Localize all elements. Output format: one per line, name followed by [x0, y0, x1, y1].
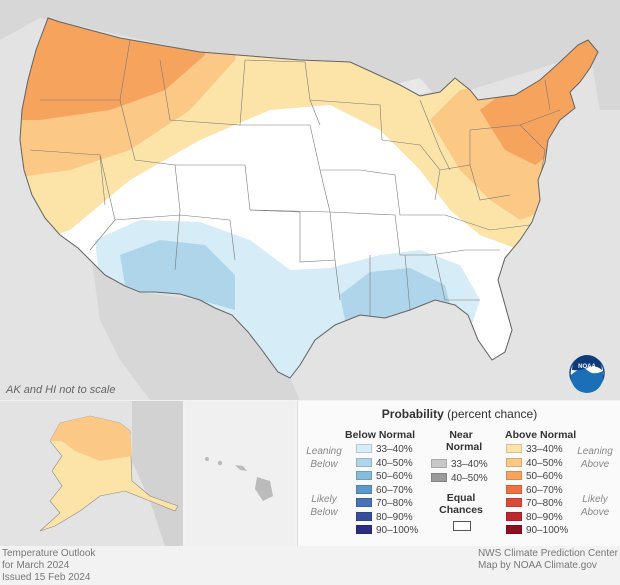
- above-swatch-label: 33–40%: [526, 444, 563, 455]
- below-swatch: [356, 511, 372, 521]
- credit-map: Map by NOAA Climate.gov: [477, 560, 597, 571]
- maui-island: [235, 465, 247, 471]
- near-swatch-label: 33–40%: [451, 459, 488, 470]
- above-normal-header: Above Normal: [505, 429, 577, 441]
- above-legend-row: 33–40%: [506, 444, 563, 456]
- hawaii-inset: [185, 401, 295, 546]
- below-legend-row: 50–60%: [356, 471, 413, 483]
- above-swatch: [506, 457, 522, 467]
- below-swatch: [356, 471, 372, 480]
- likely-above-line1: Likely: [582, 494, 608, 505]
- equal-chances-line1: Equal: [446, 492, 476, 504]
- below-swatch-label: 80–90%: [376, 511, 413, 523]
- likely-below-line1: Likely: [311, 494, 337, 505]
- near-header-line1: Near: [449, 429, 473, 441]
- above-swatch: [506, 444, 522, 453]
- oahu-island: [217, 460, 223, 466]
- near-normal-header: Near Normal: [446, 429, 483, 453]
- near-legend-row: 33–40%: [431, 459, 488, 471]
- noaa-logo-text: NOAA: [578, 364, 596, 370]
- equal-chances-line2: Chances: [439, 504, 483, 516]
- likely-below-label: Likely Below: [302, 493, 346, 519]
- canada-yukon: [132, 401, 183, 546]
- below-swatch-label: 40–50%: [376, 457, 413, 469]
- below-swatch-label: 70–80%: [376, 498, 413, 509]
- big-island: [255, 477, 273, 501]
- above-swatch-label: 90–100%: [526, 525, 569, 536]
- below-swatch: [356, 498, 372, 507]
- mexico-landmass: [92, 262, 300, 400]
- alaska-inset: [0, 401, 183, 546]
- below-swatch-label: 60–70%: [376, 484, 413, 496]
- conus-map-svg: NOAA: [0, 0, 620, 400]
- leaning-above-line2: Above: [580, 459, 610, 470]
- below-swatch-label: 90–100%: [376, 525, 419, 536]
- above-swatch-label: 70–80%: [526, 498, 563, 509]
- likely-below-line2: Below: [310, 507, 338, 518]
- legend-title-bold: Probability: [381, 407, 444, 421]
- leaning-above-label: Leaning Above: [573, 445, 617, 471]
- below-normal-header: Below Normal: [345, 429, 416, 441]
- leaning-below-line2: Below: [310, 459, 338, 470]
- hawaii-map-svg: [205, 457, 273, 501]
- below-swatch: [356, 457, 372, 467]
- above-swatch: [506, 511, 522, 521]
- outlook-period: for March 2024: [2, 560, 70, 571]
- state-borders: [29, 39, 561, 320]
- outlook-title: Temperature Outlook: [2, 548, 96, 559]
- credit-source: NWS Climate Prediction Center: [477, 548, 618, 559]
- above-swatch: [506, 498, 522, 507]
- above-legend-row: 40–50%: [506, 457, 563, 470]
- legend-title: Probability (percent chance): [298, 407, 620, 421]
- above-swatch-label: 60–70%: [526, 484, 563, 496]
- leaning-below-label: Leaning Below: [302, 445, 346, 471]
- below-swatch-label: 33–40%: [376, 444, 413, 455]
- above-legend-row: 60–70%: [506, 484, 563, 497]
- alaska-map-svg: [39, 401, 183, 546]
- above-legend-row: 80–90%: [506, 511, 563, 524]
- below-legend-row: 33–40%: [356, 444, 413, 456]
- below-swatch-label: 50–60%: [376, 471, 413, 482]
- above-swatch: [506, 471, 522, 480]
- above-swatch-label: 50–60%: [526, 471, 563, 482]
- above-legend-row: 50–60%: [506, 471, 563, 483]
- below-swatch: [356, 525, 372, 534]
- near-swatch: [431, 472, 447, 482]
- leaning-below-line1: Leaning: [306, 446, 342, 457]
- below-legend-row: 40–50%: [356, 457, 413, 470]
- footer-left: Temperature Outlook for March 2024 Issue…: [2, 548, 95, 584]
- near-header-line2: Normal: [446, 441, 483, 453]
- scale-note: AK and HI not to scale: [6, 384, 116, 396]
- noaa-logo: NOAA: [569, 355, 605, 393]
- likely-above-label: Likely Above: [573, 493, 617, 519]
- likely-above-line2: Above: [580, 507, 610, 518]
- below-legend-row: 80–90%: [356, 511, 413, 524]
- footer-right: NWS Climate Prediction Center Map by NOA…: [478, 548, 618, 572]
- near-swatch: [431, 459, 447, 468]
- near-swatch-label: 40–50%: [451, 472, 488, 484]
- below-legend-row: 70–80%: [356, 498, 413, 510]
- above-legend-row: 90–100%: [506, 525, 568, 537]
- equal-chances-label: Equal Chances: [430, 492, 492, 516]
- conus-outlook-map: NOAA AK and HI not to scale: [0, 0, 620, 400]
- above-swatch-label: 40–50%: [526, 457, 563, 469]
- near-legend-row: 40–50%: [431, 472, 488, 485]
- outlook-issued: Issued 15 Feb 2024: [2, 572, 91, 583]
- alaska-40-50-region: [50, 416, 132, 461]
- above-swatch: [506, 525, 522, 534]
- equal-chances-swatch: [453, 521, 471, 531]
- kauai-island: [205, 457, 209, 461]
- above-legend-row: 70–80%: [506, 498, 563, 510]
- below-swatch: [356, 484, 372, 494]
- below-legend-row: 60–70%: [356, 484, 413, 497]
- above-swatch: [506, 484, 522, 494]
- legend-title-rest: (percent chance): [443, 407, 538, 421]
- above-swatch-label: 80–90%: [526, 511, 563, 523]
- below-swatch: [356, 444, 372, 453]
- leaning-above-line1: Leaning: [577, 446, 613, 457]
- legend-panel: Probability (percent chance) Below Norma…: [297, 401, 620, 546]
- canada-landmass: [0, 0, 620, 110]
- below-legend-row: 90–100%: [356, 525, 418, 537]
